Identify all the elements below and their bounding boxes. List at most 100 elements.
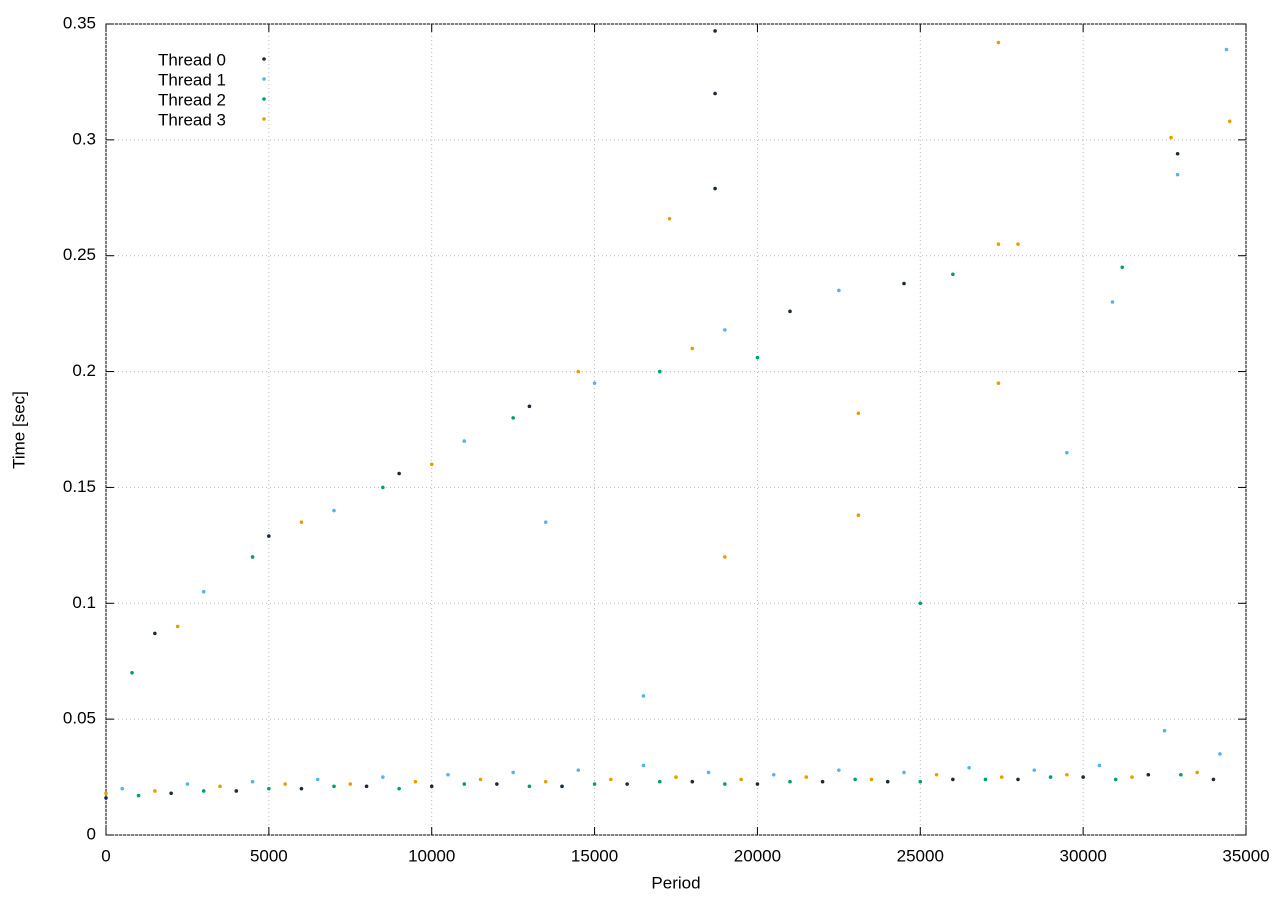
y-axis-label: Time [sec] — [9, 391, 28, 469]
point — [136, 793, 141, 798]
legend-marker — [262, 77, 266, 81]
x-axis-label: Period — [651, 873, 700, 892]
legend-label: Thread 3 — [158, 110, 226, 129]
y-tick-label: 0.25 — [63, 245, 96, 264]
y-tick-label: 0.35 — [63, 13, 96, 32]
point — [364, 784, 369, 789]
point — [885, 779, 890, 784]
legend-marker — [262, 117, 266, 121]
point — [153, 631, 157, 636]
x-tick-label: 10000 — [408, 846, 455, 865]
point — [667, 216, 672, 221]
point — [1162, 728, 1167, 733]
point — [527, 784, 532, 789]
point — [1097, 763, 1102, 768]
point — [104, 796, 108, 800]
point — [1179, 772, 1183, 777]
point — [576, 369, 581, 374]
point — [592, 782, 597, 786]
point — [674, 775, 678, 779]
point — [755, 782, 760, 786]
point — [723, 328, 727, 332]
point — [837, 288, 841, 293]
point — [723, 782, 727, 786]
point — [576, 768, 581, 772]
point — [713, 186, 717, 191]
point — [739, 777, 743, 782]
legend-marker — [262, 57, 266, 61]
point — [1120, 265, 1125, 270]
point — [429, 784, 434, 789]
point — [755, 355, 760, 360]
point — [771, 772, 776, 777]
point — [120, 786, 125, 791]
point — [478, 777, 483, 782]
point — [462, 439, 467, 443]
point — [1195, 770, 1199, 775]
point — [1130, 775, 1134, 779]
legend-marker — [262, 97, 266, 101]
point — [234, 789, 239, 793]
point — [1146, 772, 1151, 777]
legend-label: Thread 0 — [158, 50, 226, 69]
point — [153, 789, 157, 793]
point — [267, 786, 271, 791]
point — [918, 601, 923, 606]
point — [1113, 777, 1118, 782]
point — [996, 381, 1001, 385]
point — [250, 779, 255, 784]
point — [967, 766, 971, 770]
point — [1065, 450, 1069, 455]
point — [462, 782, 467, 786]
point — [1081, 775, 1085, 779]
point — [951, 272, 955, 277]
point — [713, 91, 717, 96]
point — [690, 346, 695, 351]
point — [511, 770, 515, 775]
y-tick-label: 0 — [87, 824, 96, 843]
point — [511, 416, 515, 420]
legend-label: Thread 1 — [158, 70, 226, 89]
point — [397, 786, 401, 791]
point — [788, 779, 792, 784]
point — [999, 775, 1004, 779]
point — [690, 779, 695, 784]
point — [381, 775, 385, 779]
point — [446, 772, 450, 777]
point — [299, 786, 304, 791]
point — [641, 694, 646, 698]
y-tick-label: 0.05 — [63, 709, 96, 728]
point — [609, 777, 613, 782]
point — [1175, 172, 1180, 177]
point — [788, 309, 792, 314]
point — [543, 779, 548, 784]
x-tick-label: 25000 — [897, 846, 944, 865]
point — [820, 779, 825, 784]
point — [625, 782, 629, 786]
point — [902, 770, 906, 775]
y-tick-label: 0.3 — [72, 129, 96, 148]
point — [837, 768, 841, 772]
point — [1175, 151, 1180, 156]
point — [902, 281, 906, 286]
point — [592, 381, 597, 385]
point — [495, 782, 499, 786]
point — [175, 624, 180, 629]
point — [1032, 768, 1037, 772]
x-tick-label: 15000 — [571, 846, 618, 865]
legend-label: Thread 2 — [158, 90, 226, 109]
point — [1065, 772, 1069, 777]
point — [657, 369, 662, 374]
point — [413, 779, 418, 784]
point — [856, 513, 861, 518]
point — [201, 589, 206, 594]
x-tick-label: 5000 — [250, 846, 288, 865]
point — [381, 485, 385, 490]
point — [713, 29, 717, 33]
point — [332, 508, 336, 513]
point — [996, 40, 1001, 45]
point — [804, 775, 809, 779]
point — [201, 789, 206, 793]
point — [996, 242, 1001, 246]
point — [1211, 777, 1216, 782]
